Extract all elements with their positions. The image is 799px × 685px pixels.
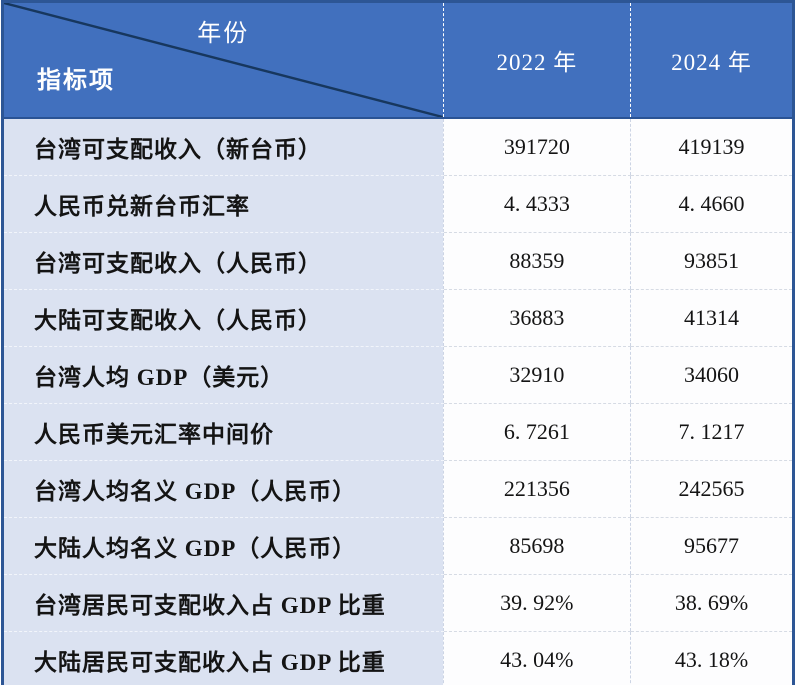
diagonal-divider-line <box>4 3 443 117</box>
row-label: 大陆可支配收入（人民币） <box>2 289 444 347</box>
value-2022: 39. 92% <box>442 574 631 632</box>
value-2022: 88359 <box>442 232 631 290</box>
table-body: 台湾可支配收入（新台币） 391720 419139 人民币兑新台币汇率 4. … <box>2 118 794 685</box>
table-row: 台湾可支配收入（新台币） 391720 419139 <box>2 118 794 176</box>
table-row: 人民币美元汇率中间价 6. 7261 7. 1217 <box>2 403 794 461</box>
value-2022: 221356 <box>442 460 631 518</box>
value-2024: 38. 69% <box>630 574 794 632</box>
header-row: 年份 指标项 2022 年 2024 年 <box>2 1 794 119</box>
value-2022: 391720 <box>442 118 631 176</box>
value-2024: 419139 <box>630 118 794 176</box>
table-row: 台湾人均 GDP（美元） 32910 34060 <box>2 346 794 404</box>
row-label: 台湾居民可支配收入占 GDP 比重 <box>2 574 444 632</box>
row-label: 台湾可支配收入（新台币） <box>2 118 444 176</box>
row-label: 大陆居民可支配收入占 GDP 比重 <box>2 631 444 685</box>
value-2022: 85698 <box>442 517 631 575</box>
row-label: 台湾人均名义 GDP（人民币） <box>2 460 444 518</box>
table-row: 大陆人均名义 GDP（人民币） 85698 95677 <box>2 517 794 575</box>
table-row: 大陆可支配收入（人民币） 36883 41314 <box>2 289 794 347</box>
column-header-2022: 2022 年 <box>442 1 631 119</box>
corner-header-cell: 年份 指标项 <box>2 1 444 119</box>
value-2022: 32910 <box>442 346 631 404</box>
value-2022: 36883 <box>442 289 631 347</box>
value-2022: 43. 04% <box>442 631 631 685</box>
column-header-2024: 2024 年 <box>630 1 794 119</box>
row-label: 台湾人均 GDP（美元） <box>2 346 444 404</box>
corner-bottom-label: 指标项 <box>37 68 115 94</box>
value-2024: 242565 <box>630 460 794 518</box>
corner-top-label: 年份 <box>197 21 250 47</box>
value-2022: 4. 4333 <box>442 175 631 233</box>
value-2024: 41314 <box>630 289 794 347</box>
table-row: 台湾人均名义 GDP（人民币） 221356 242565 <box>2 460 794 518</box>
value-2024: 43. 18% <box>630 631 794 685</box>
value-2024: 34060 <box>630 346 794 404</box>
value-2024: 95677 <box>630 517 794 575</box>
table-row: 人民币兑新台币汇率 4. 4333 4. 4660 <box>2 175 794 233</box>
row-label: 台湾可支配收入（人民币） <box>2 232 444 290</box>
table-row: 台湾可支配收入（人民币） 88359 93851 <box>2 232 794 290</box>
value-2024: 4. 4660 <box>630 175 794 233</box>
table-row: 台湾居民可支配收入占 GDP 比重 39. 92% 38. 69% <box>2 574 794 632</box>
value-2024: 93851 <box>630 232 794 290</box>
value-2022: 6. 7261 <box>442 403 631 461</box>
row-label: 人民币美元汇率中间价 <box>2 403 444 461</box>
value-2024: 7. 1217 <box>630 403 794 461</box>
table-row: 大陆居民可支配收入占 GDP 比重 43. 04% 43. 18% <box>2 631 794 685</box>
row-label: 人民币兑新台币汇率 <box>2 175 444 233</box>
row-label: 大陆人均名义 GDP（人民币） <box>2 517 444 575</box>
